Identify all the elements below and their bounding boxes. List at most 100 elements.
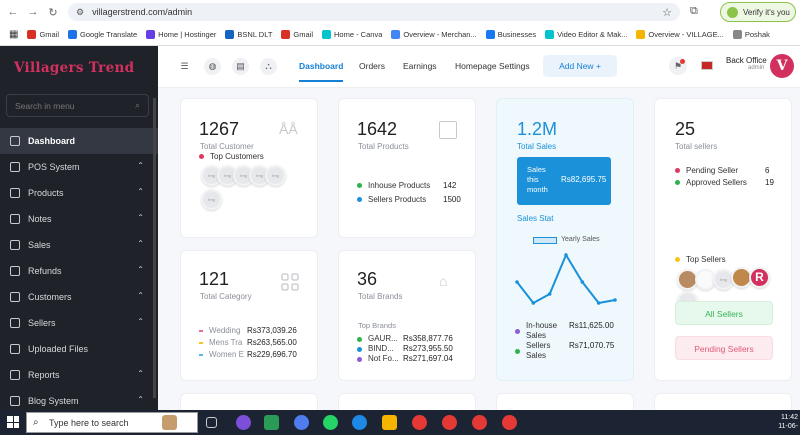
sidebar-item-label: Uploaded Files	[28, 344, 89, 354]
file-explorer-icon[interactable]	[382, 415, 397, 430]
sidebar-item-sellers[interactable]: Sellers ⌃	[0, 310, 158, 336]
extensions-icon[interactable]: ⧉	[690, 5, 698, 17]
avatar[interactable]: V	[770, 54, 794, 78]
sidebar-item-products[interactable]: Products ⌃	[0, 180, 158, 206]
bookmark-item[interactable]: Google Translate	[68, 29, 137, 39]
customer-avatar[interactable]: Img	[201, 189, 222, 210]
bookmark-item[interactable]: BSNL DLT	[225, 29, 272, 39]
bookmark-item[interactable]: Overview - Merchan...	[391, 29, 477, 39]
sidebar-item-reports[interactable]: Reports ⌃	[0, 362, 158, 388]
bookmark-favicon-icon	[225, 29, 235, 39]
bookmark-star-icon[interactable]: ☆	[662, 6, 672, 19]
bookmark-item[interactable]: Gmail	[27, 29, 60, 39]
pending-sellers-button[interactable]: Pending Sellers	[675, 336, 773, 360]
copilot-icon[interactable]	[294, 415, 309, 430]
bookmarks-bar: ▦ Gmail Google Translate Home | Hostinger B…	[0, 25, 800, 43]
chrome-icon[interactable]	[472, 415, 487, 430]
sidebar-scrollbar[interactable]	[153, 98, 156, 398]
bookmark-label: Gmail	[39, 29, 60, 39]
tab-homepage-settings[interactable]: Homepage Settings	[455, 61, 530, 71]
sidebar-item-dashboard[interactable]: Dashboard	[0, 128, 158, 154]
seller-avatar[interactable]: R	[749, 267, 770, 288]
store-icon[interactable]	[264, 415, 279, 430]
legend-dot	[357, 336, 362, 342]
language-flag-icon[interactable]	[701, 61, 713, 70]
apps-icon[interactable]: ▦	[9, 28, 19, 40]
bookmark-label: Gmail	[293, 29, 314, 39]
edge-icon[interactable]	[352, 415, 367, 430]
bookmark-item[interactable]: Video Editor & Mak...	[545, 29, 627, 39]
yearly-sales-chart	[515, 252, 617, 305]
category-value: Rs373,039.26	[247, 326, 297, 335]
category-row: Mens Tra	[199, 338, 245, 348]
store-icon[interactable]: ▤	[232, 58, 249, 75]
bookmark-label: Poshak	[744, 29, 770, 39]
app-icon[interactable]	[236, 415, 251, 430]
address-bar[interactable]: ⚙ villagerstrend.com/admin ☆	[68, 3, 680, 21]
taskbar-search-input[interactable]: ⌕ Type here to search	[26, 412, 198, 433]
reload-icon[interactable]: ↻	[48, 6, 58, 19]
sales-point	[515, 280, 519, 284]
total-category-label: Total Category	[200, 292, 252, 301]
box-icon	[439, 121, 457, 139]
weather-cat-icon[interactable]	[162, 415, 177, 430]
brands-value: Rs358,877.76	[403, 334, 453, 343]
category-label: Mens Tra	[209, 338, 243, 347]
back-icon[interactable]: ←	[7, 6, 19, 18]
bookmark-favicon-icon	[27, 29, 37, 39]
bookmark-item[interactable]: Home - Canva	[322, 29, 382, 39]
sidebar-item-sales[interactable]: Sales ⌃	[0, 232, 158, 258]
menu-toggle-icon[interactable]: ☰	[180, 61, 189, 71]
bookmark-item[interactable]: Gmail	[281, 29, 314, 39]
menu-item-icon	[10, 344, 20, 354]
sidebar-item-blog-system[interactable]: Blog System ⌃	[0, 388, 158, 414]
user-role: admin	[748, 65, 765, 71]
forward-icon[interactable]: →	[27, 6, 39, 18]
tab-dashboard[interactable]: Dashboard	[299, 61, 344, 82]
system-clock[interactable]: 11:42 11-06-	[770, 413, 798, 431]
total-customer-card: 1267 Total Customer ÅÅ Top Customers Img…	[180, 98, 318, 238]
menu-item-icon	[10, 396, 20, 406]
bookmark-item[interactable]: Home | Hostinger	[146, 29, 216, 39]
add-new-button[interactable]: Add New +	[543, 55, 617, 77]
site-info-icon[interactable]: ⚙	[76, 6, 85, 17]
bookmark-item[interactable]: Businesses	[485, 29, 536, 39]
legend-label: Yearly Sales	[561, 236, 600, 243]
total-sales-value: 1.2M	[517, 119, 558, 139]
customer-avatar[interactable]: Img	[217, 165, 238, 186]
menu-item-icon	[10, 240, 20, 250]
pos-icon[interactable]: ⛬	[260, 58, 277, 75]
sidebar-item-refunds[interactable]: Refunds ⌃	[0, 258, 158, 284]
chrome-icon[interactable]	[442, 415, 457, 430]
notification-bell-icon[interactable]: ⚑	[669, 57, 687, 75]
sidebar-item-uploaded-files[interactable]: Uploaded Files	[0, 336, 158, 362]
total-sales-label: Total Sales	[517, 142, 557, 151]
user-menu[interactable]: Back Office admin	[726, 56, 767, 71]
bookmark-favicon-icon	[322, 29, 332, 39]
taskbar: ⌕ Type here to search 11:42 11-06-	[0, 410, 800, 435]
windows-start-icon[interactable]	[7, 416, 19, 428]
total-sellers-card: 25 Total sellers Pending Seller 6 Approved…	[654, 98, 792, 381]
chevron-up-icon: ⌃	[137, 291, 144, 300]
customer-avatar[interactable]: Img	[265, 165, 286, 186]
brand-logo[interactable]: Villagers Trend	[14, 60, 135, 76]
bookmark-item[interactable]: Poshak	[732, 29, 770, 39]
chrome-icon[interactable]	[502, 415, 517, 430]
browser-chrome: ← → ↻ ⚙ villagerstrend.com/admin ☆ ⧉ Ver…	[0, 0, 800, 46]
whatsapp-icon[interactable]	[323, 415, 338, 430]
globe-icon[interactable]: ◍	[204, 58, 221, 75]
verify-button[interactable]: Verify it's you	[720, 2, 796, 22]
sales-value: Rs11,625.00	[569, 321, 614, 330]
chrome-icon[interactable]	[412, 415, 427, 430]
menu-search-input[interactable]: Search in menu ⌕	[6, 94, 149, 117]
sales-point	[531, 301, 536, 305]
sidebar-item-pos-system[interactable]: POS System ⌃	[0, 154, 158, 180]
task-view-icon[interactable]	[206, 417, 217, 428]
sidebar-item-customers[interactable]: Customers ⌃	[0, 284, 158, 310]
plus-icon: +	[595, 61, 601, 71]
bookmark-item[interactable]: Overview - VILLAGE...	[636, 29, 724, 39]
tab-earnings[interactable]: Earnings	[403, 61, 437, 71]
all-sellers-button[interactable]: All Sellers	[675, 301, 773, 325]
sidebar-item-notes[interactable]: Notes ⌃	[0, 206, 158, 232]
tab-orders[interactable]: Orders	[359, 61, 385, 71]
